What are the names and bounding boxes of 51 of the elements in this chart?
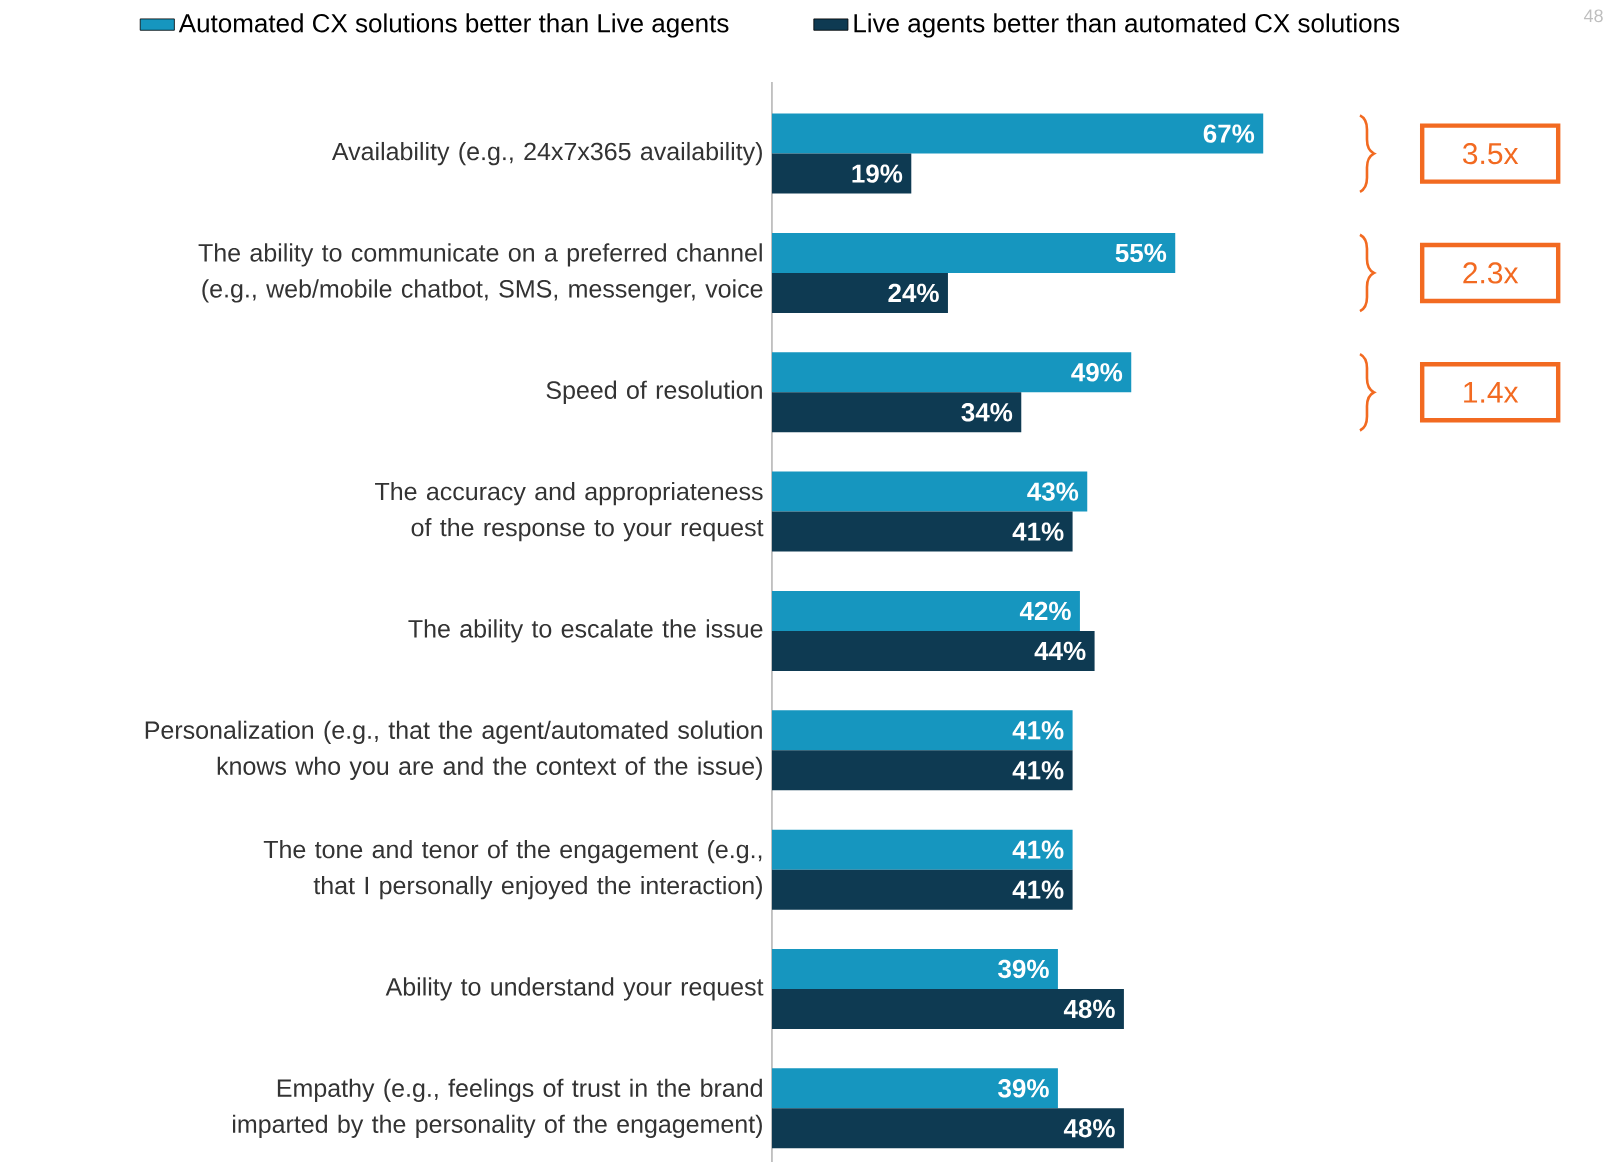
bar [771,153,912,194]
y-tick-label: Personalization (e.g., that the agent/automated solution knows who you are and the context of the issue) [145,720,762,780]
data-label: 42% [1019,601,1071,621]
data-label: 41% [1012,721,1064,740]
bar [771,829,1073,870]
data-label: 39% [998,959,1049,979]
y-tick-label: Speed of resolution [546,380,762,404]
legend-label: Automated CX solutions better than Live agents [178,13,729,38]
data-label: 48% [1063,1119,1115,1138]
text: 3.5x [1462,142,1519,165]
bar [771,511,1073,552]
data-label: 49% [1071,363,1123,382]
bar [771,272,948,313]
y-tick-label: Ability to understand your request [385,977,764,1001]
text: 2.3x [1463,262,1519,284]
bar [771,1108,1124,1149]
y-tick-label: Availability (e.g., 24x7x365 availability) [331,141,762,166]
data-label: 55% [1115,243,1167,263]
data-label: 67% [1203,124,1255,143]
data-label: 41% [1012,840,1064,859]
text: 48 [1583,9,1603,23]
legend-label: Live agents better than automated CX solutions [854,13,1400,38]
bar [771,988,1124,1029]
data-label: 44% [1034,641,1086,661]
data-label: 43% [1027,482,1079,501]
y-tick-label: Empathy (e.g., feelings of trust in the brand imparted by the personality of the engagement) [233,1078,762,1138]
y-tick-label: The ability to communicate on a preferred channel (e.g., web/mobile chatbot, SMS, messenger, voice [198,243,763,303]
data-label: 19% [852,164,903,183]
text: 1.4x [1464,381,1519,403]
data-label: 41% [1012,522,1064,541]
data-label: 34% [961,403,1013,422]
bar [771,630,1095,671]
bar [771,1068,1058,1109]
data-label: 41% [1012,761,1064,780]
data-label: 48% [1063,999,1115,1019]
data-label: 41% [1012,880,1064,899]
y-tick-label: The accuracy and appropriateness of the response to your request [375,481,764,542]
y-tick-label: The tone and tenor of the engagement (e.g., that I personally enjoyed the interaction) [263,839,762,900]
bar [771,869,1073,910]
bar [771,710,1073,751]
bar [771,471,1088,512]
bar [771,352,1132,393]
bar [771,392,1022,433]
data-label: 39% [998,1079,1049,1098]
data-label: 24% [888,283,939,303]
bar [771,232,1176,273]
bar [771,113,1264,154]
bar [771,590,1080,631]
bar [771,948,1058,989]
bar [771,750,1073,791]
y-tick-label: The ability to escalate the issue [408,619,763,643]
